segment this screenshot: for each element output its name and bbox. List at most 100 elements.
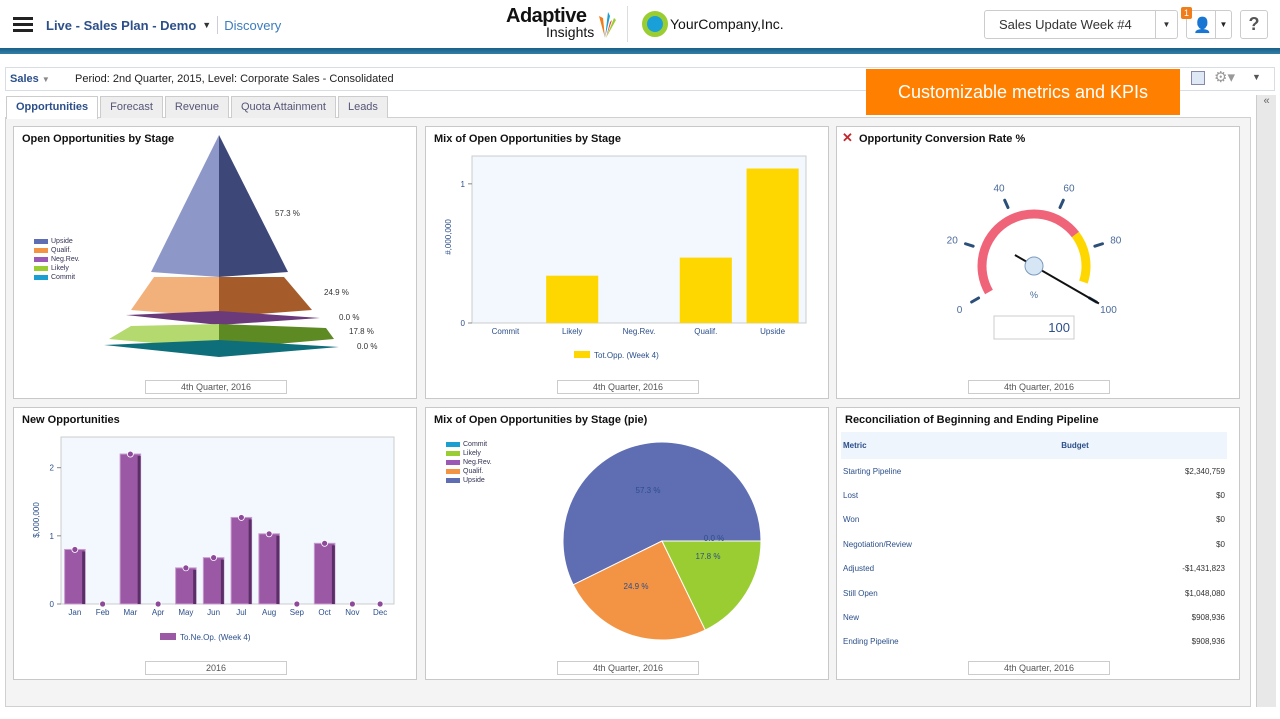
pie-chart: 57.3 %24.9 %0.0 %17.8 %0.0 % <box>562 441 762 641</box>
panel-title: Reconciliation of Beginning and Ending P… <box>845 414 1099 426</box>
panel-period: 4th Quarter, 2016 <box>557 661 699 675</box>
pie-slice-label: 57.3 % <box>636 486 661 495</box>
sales-menu-label: Sales <box>10 73 39 85</box>
pie-slice-label: 0.0 % <box>704 534 724 543</box>
y-tick-label: 0 <box>461 319 466 328</box>
table-row: Still Open $1,048,080 <box>841 581 1227 605</box>
x-tick-label: Commit <box>492 327 520 336</box>
data-point <box>376 600 384 608</box>
tab-forecast[interactable]: Forecast <box>100 96 163 118</box>
user-menu-button[interactable]: 👤 ▼ <box>1186 10 1232 39</box>
chevron-down-icon[interactable]: ▼ <box>1155 11 1177 38</box>
panel-period: 2016 <box>145 661 287 675</box>
tab-leads[interactable]: Leads <box>337 96 388 118</box>
table-row: Won $0 <box>841 508 1227 532</box>
gauge-tick-label: 100 <box>1100 305 1117 316</box>
plan-selector-value: Sales Update Week #4 <box>999 17 1132 32</box>
chevron-down-icon[interactable]: ▼ <box>202 20 212 30</box>
chevron-down-icon[interactable]: ▼ <box>1215 11 1231 38</box>
bar-likely <box>546 275 599 323</box>
pyramid-label-likely: 17.8 % <box>349 327 374 336</box>
data-point <box>321 539 329 547</box>
panel-title: Mix of Open Opportunities by Stage <box>434 133 622 145</box>
x-tick-label: Qualif. <box>694 327 717 336</box>
notification-badge[interactable]: 1 <box>1181 7 1192 19</box>
gauge-tick-label: 60 <box>1063 183 1075 194</box>
gauge-hub <box>1024 256 1044 276</box>
data-point <box>126 450 134 458</box>
bar-shadow <box>82 551 86 604</box>
budget-cell: $0 <box>1216 515 1225 525</box>
pyramid-label-negrev: 0.0 % <box>339 313 359 322</box>
sales-menu[interactable]: Sales ▼ <box>10 73 50 85</box>
collapse-panel-button[interactable]: « <box>1256 95 1276 707</box>
legend-item: Neg.Rev. <box>446 458 492 467</box>
edit-icon[interactable] <box>1191 71 1205 85</box>
bar-jul <box>230 516 253 605</box>
metric-cell: Starting Pipeline <box>843 466 902 476</box>
x-tick-label: Mar <box>123 608 137 617</box>
tab-revenue[interactable]: Revenue <box>164 96 229 118</box>
pie-panel: Mix of Open Opportunities by Stage (pie)… <box>425 407 829 680</box>
chevron-down-icon: ▼ <box>41 75 50 84</box>
double-chevron-left-icon: « <box>1263 95 1270 107</box>
legend-item: Qualif. <box>446 467 492 476</box>
x-tick-label: Likely <box>562 327 582 336</box>
plot-area <box>60 436 395 605</box>
pyramid-chart: 57.3 % 24.9 % 0.0 % 17.8 % 0.0 % <box>104 135 377 357</box>
gauge-value-box <box>993 315 1075 340</box>
pyramid-label-commit: 0.0 % <box>357 342 377 351</box>
pie-legend: Commit Likely Neg.Rev. Qualif. Upside <box>446 440 492 485</box>
x-tick-label: Aug <box>262 608 276 617</box>
x-tick-label: Nov <box>345 608 359 617</box>
pie-slice-label: 24.9 % <box>624 582 649 591</box>
close-icon[interactable]: ✕ <box>842 130 853 145</box>
gauge-panel: ✕ Opportunity Conversion Rate % 0 20 40 60 8… <box>836 126 1240 399</box>
table-row: Starting Pipeline $2,340,759 <box>841 459 1227 483</box>
budget-cell: $2,340,759 <box>1184 466 1225 476</box>
adaptive-logo: Adaptive <box>506 5 587 27</box>
panel-title: Open Opportunities by Stage <box>22 133 175 145</box>
bar-jan <box>64 548 86 605</box>
hamburger-menu-icon[interactable] <box>13 17 33 33</box>
bar-shadow <box>137 456 141 604</box>
bar-qualif <box>679 257 732 323</box>
table-row: New $908,936 <box>841 605 1227 629</box>
legend-swatch <box>574 351 590 358</box>
company-logo-icon <box>642 11 668 37</box>
tab-opportunities[interactable]: Opportunities <box>6 96 99 119</box>
pyramid-upside-left <box>151 135 219 277</box>
gauge-tick-label: 0 <box>957 305 963 316</box>
metric-cell: Ending Pipeline <box>843 637 899 647</box>
plan-selector[interactable]: Sales Update Week #4 ▼ <box>984 10 1178 39</box>
discovery-link[interactable]: Discovery <box>224 17 282 33</box>
legend-item: Likely <box>34 264 80 273</box>
gear-icon[interactable]: ⚙▾ <box>1214 69 1235 86</box>
gauge-band <box>977 209 1080 295</box>
data-point <box>237 514 245 521</box>
bar-oct <box>313 542 336 605</box>
panel-period: 4th Quarter, 2016 <box>145 380 287 394</box>
tab-quota-attainment[interactable]: Quota Attainment <box>230 96 336 118</box>
pyramid-negrev <box>126 311 320 325</box>
metric-cell: Negotiation/Review <box>843 539 912 549</box>
bar-shadow <box>276 535 280 604</box>
y-axis-label: $,000,000 <box>32 502 41 538</box>
pyramid-legend: Upside Qualif. Neg.Rev. Likely Commit <box>34 237 80 282</box>
x-tick-label: May <box>178 608 193 617</box>
budget-cell: -$1,431,823 <box>1182 564 1225 574</box>
data-point <box>265 530 273 538</box>
adaptive-logo-sub: Insights <box>546 24 595 40</box>
x-tick-label: Apr <box>152 608 165 617</box>
legend-item: Qualif. <box>34 246 80 255</box>
app-title[interactable]: Live - Sales Plan - Demo <box>46 17 197 33</box>
pie-slice-qualif <box>572 540 706 641</box>
metric-cell: Adjusted <box>843 564 875 574</box>
new-opportunities-chart: $,000,000 0 1 2 Jan Feb Mar Apr May Jun Jul Aug Sep… <box>32 436 395 642</box>
panel-title: Mix of Open Opportunities by Stage (pie) <box>434 414 648 426</box>
budget-cell: $908,936 <box>1191 613 1225 623</box>
chevron-down-icon[interactable]: ▼ <box>1252 72 1261 82</box>
help-button[interactable]: ? <box>1240 10 1268 39</box>
bar-mar <box>119 453 142 605</box>
legend-item: Commit <box>34 273 80 282</box>
